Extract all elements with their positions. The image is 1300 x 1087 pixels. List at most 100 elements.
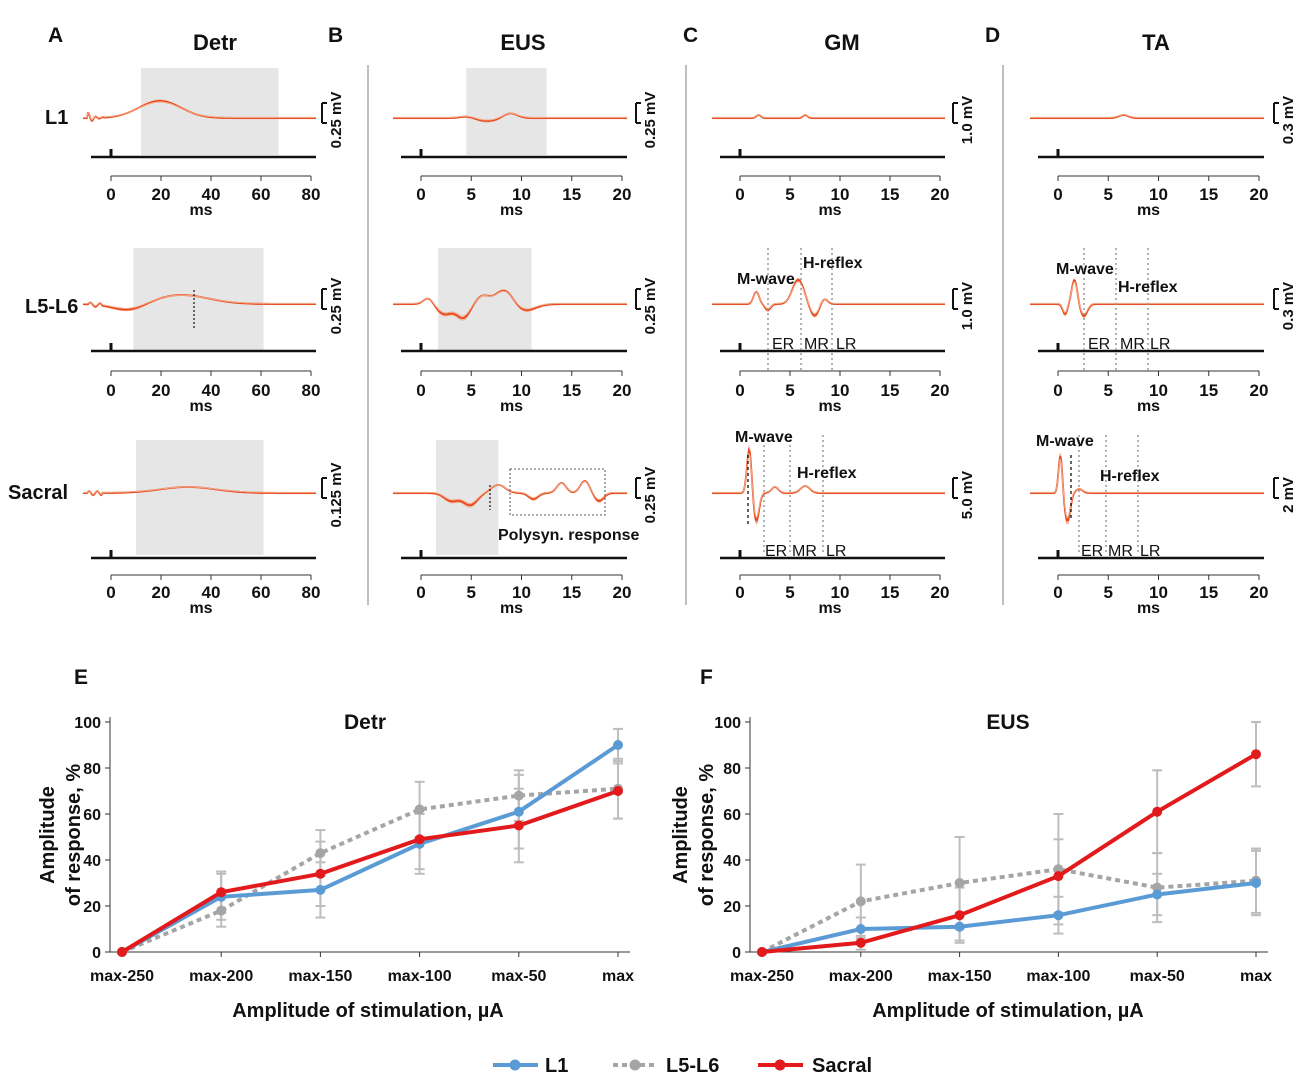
scale-bar-label: 0.125 mV bbox=[328, 462, 345, 527]
time-unit-label: ms bbox=[500, 398, 523, 415]
response-window-shade bbox=[466, 68, 547, 155]
series-line-l5-l6 bbox=[121, 786, 619, 954]
y-tick-label: 80 bbox=[723, 761, 741, 778]
time-tick-label: 5 bbox=[1104, 381, 1113, 400]
emg-trace bbox=[1030, 114, 1264, 119]
chart-e: 0 20 40 60 80 100 max-250 max-200 max-150 max-100… bbox=[74, 715, 634, 985]
time-unit-label: ms bbox=[1137, 202, 1160, 219]
y-tick-label: 40 bbox=[83, 853, 101, 870]
time-tick-label: 20 bbox=[931, 185, 950, 204]
emg-trace bbox=[393, 112, 627, 121]
y-tick-label: 60 bbox=[83, 807, 101, 824]
data-point-l1 bbox=[1152, 889, 1163, 900]
polysynaptic-window bbox=[509, 468, 606, 516]
panel-letter-b: B bbox=[328, 24, 343, 47]
data-point-sacral bbox=[1152, 806, 1163, 817]
scale-bar-label: 0.25 mV bbox=[328, 278, 345, 335]
scale-bar-label: 0.3 mV bbox=[1280, 96, 1297, 144]
data-point-l5-l6 bbox=[315, 848, 326, 859]
panel-title-b: EUS bbox=[500, 30, 545, 55]
scale-bar-label: 2 mV bbox=[1280, 477, 1297, 513]
time-tick-label: 15 bbox=[562, 583, 581, 602]
emg-trace bbox=[712, 114, 945, 118]
data-point-l5-l6 bbox=[513, 790, 524, 801]
data-point-l1 bbox=[613, 740, 623, 750]
y-tick-label: 0 bbox=[92, 945, 101, 962]
annotation-label: LR bbox=[826, 543, 846, 560]
time-unit-label: ms bbox=[1137, 398, 1160, 415]
legend: L1 L5-L6 Sacral bbox=[493, 1055, 872, 1077]
time-tick-label: 10 bbox=[512, 381, 531, 400]
panel-letter-a: A bbox=[48, 24, 63, 47]
y-tick-label: 20 bbox=[83, 899, 101, 916]
time-tick-label: 0 bbox=[416, 583, 425, 602]
x-tick-label: max-200 bbox=[189, 968, 253, 985]
scale-bar-label: 1.0 mV bbox=[959, 96, 976, 144]
panel-letter-d: D bbox=[985, 24, 1000, 47]
x-tick-label: max-150 bbox=[928, 968, 992, 985]
scale-bar-label: 5.0 mV bbox=[959, 471, 976, 519]
time-tick-label: 10 bbox=[831, 583, 850, 602]
series-line-sacral bbox=[761, 752, 1258, 954]
time-tick-label: 0 bbox=[106, 381, 115, 400]
chart-e-ylabel: Amplitude of response, % bbox=[37, 764, 85, 906]
legend-label-l1: L1 bbox=[545, 1055, 568, 1077]
emg-trace bbox=[712, 447, 945, 523]
time-tick-label: 40 bbox=[202, 381, 221, 400]
data-point-l5-l6 bbox=[855, 896, 866, 907]
time-tick-label: 60 bbox=[252, 381, 271, 400]
data-point-l5-l6 bbox=[216, 905, 227, 916]
legend-marker-l5l6 bbox=[629, 1059, 641, 1071]
time-tick-label: 10 bbox=[1149, 381, 1168, 400]
scale-bar-label: 1.0 mV bbox=[959, 282, 976, 330]
time-tick-label: 10 bbox=[1149, 583, 1168, 602]
annotation-label: LR bbox=[1150, 336, 1170, 353]
time-tick-label: 20 bbox=[613, 583, 632, 602]
annotation-label: H-reflex bbox=[797, 465, 857, 482]
time-tick-label: 20 bbox=[1250, 381, 1269, 400]
series-line-l1 bbox=[761, 881, 1257, 954]
data-point-sacral bbox=[613, 786, 623, 796]
x-tick-label: max-250 bbox=[730, 968, 794, 985]
time-tick-label: 60 bbox=[252, 185, 271, 204]
data-point-sacral bbox=[1053, 871, 1064, 882]
time-tick-label: 5 bbox=[785, 185, 794, 204]
legend-marker-sacral bbox=[774, 1059, 786, 1071]
annotation-label: Polysyn. response bbox=[498, 527, 639, 544]
time-tick-label: 0 bbox=[1053, 185, 1062, 204]
scale-bar-label: 0.25 mV bbox=[642, 467, 659, 524]
time-unit-label: ms bbox=[189, 600, 212, 617]
time-tick-label: 0 bbox=[735, 185, 744, 204]
row-label-sacral: Sacral bbox=[8, 482, 68, 504]
time-tick-label: 10 bbox=[512, 583, 531, 602]
series-line-l5-l6 bbox=[761, 867, 1257, 954]
time-tick-label: 20 bbox=[152, 185, 171, 204]
time-tick-label: 20 bbox=[152, 381, 171, 400]
emg-trace bbox=[83, 294, 316, 309]
x-tick-label: max-100 bbox=[1026, 968, 1090, 985]
time-tick-label: 5 bbox=[1104, 583, 1113, 602]
annotation-label: LR bbox=[1140, 543, 1160, 560]
data-point-l1 bbox=[1251, 878, 1261, 888]
row-label-l5l6: L5-L6 bbox=[25, 296, 78, 318]
annotation-label: H-reflex bbox=[803, 255, 863, 272]
panel-title-d: TA bbox=[1142, 30, 1170, 55]
y-tick-label: 20 bbox=[723, 899, 741, 916]
annotation-label: ER bbox=[772, 336, 794, 353]
scale-bar-label: 0.25 mV bbox=[642, 92, 659, 149]
chart-f: 0 20 40 60 80 100 max-250 max-200 max-150 max-100… bbox=[714, 715, 1272, 985]
data-point-sacral bbox=[315, 868, 326, 879]
annotation-label: M-wave bbox=[737, 271, 795, 288]
time-unit-label: ms bbox=[189, 202, 212, 219]
data-point-l5-l6 bbox=[954, 878, 965, 888]
data-point-sacral bbox=[513, 820, 524, 831]
time-tick-label: 15 bbox=[1199, 185, 1218, 204]
data-point-l5-l6 bbox=[1053, 864, 1064, 875]
row-label-l1: L1 bbox=[45, 107, 68, 129]
annotation-label: MR bbox=[792, 543, 817, 560]
time-tick-label: 15 bbox=[1199, 583, 1218, 602]
panel-letter-c: C bbox=[683, 24, 698, 47]
data-point-sacral bbox=[1251, 749, 1261, 760]
panel-letter-e: E bbox=[74, 666, 88, 689]
time-tick-label: 0 bbox=[106, 185, 115, 204]
